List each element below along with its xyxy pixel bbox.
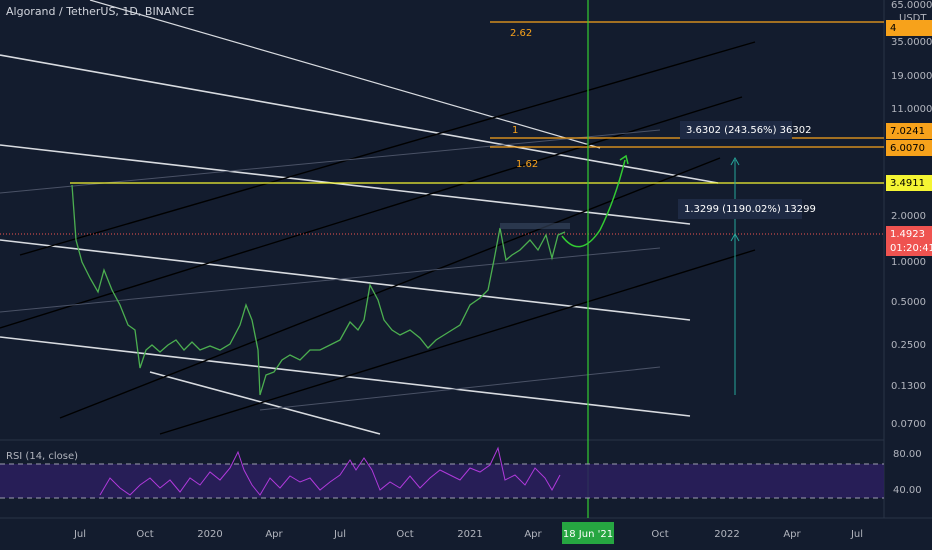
rsi-label: 80.00 bbox=[893, 449, 922, 460]
price-label: 1.0000 bbox=[891, 257, 926, 268]
time-label: Oct bbox=[651, 529, 668, 540]
measure-box bbox=[680, 121, 792, 139]
time-label: Jul bbox=[333, 529, 346, 540]
price-label: 0.5000 bbox=[891, 297, 926, 308]
fib-label: 1 bbox=[512, 125, 518, 136]
price-badge bbox=[886, 240, 932, 256]
time-label: 2020 bbox=[197, 529, 222, 540]
time-label: Apr bbox=[524, 529, 542, 540]
black-channel bbox=[0, 41, 756, 435]
currency: USDT bbox=[899, 13, 927, 24]
white-channel bbox=[0, 0, 719, 435]
price-label: 0.0700 bbox=[891, 419, 926, 430]
time-label: Jul bbox=[73, 529, 86, 540]
rsi-band bbox=[0, 464, 884, 498]
time-label: 2021 bbox=[457, 529, 482, 540]
price-candles bbox=[71, 184, 566, 396]
time-label: 2022 bbox=[714, 529, 739, 540]
rsi-title: RSI (14, close) bbox=[6, 451, 78, 462]
time-label: Oct bbox=[136, 529, 153, 540]
fib-label: 2.62 bbox=[510, 28, 532, 39]
measure-arrows bbox=[730, 156, 740, 242]
price-label: 11.0000 bbox=[891, 104, 932, 115]
measure-label: 1.3299 (1190.02%) 13299 bbox=[684, 204, 816, 215]
price-label: 65.0000 bbox=[891, 0, 932, 11]
forecast-arrow bbox=[561, 159, 626, 248]
price-badge bbox=[886, 226, 932, 242]
range-box bbox=[500, 223, 570, 229]
time-label: Apr bbox=[265, 529, 283, 540]
fib-label: 1.62 bbox=[516, 159, 538, 170]
cursor-badge bbox=[562, 522, 614, 544]
price-label: 0.2500 bbox=[891, 340, 926, 351]
cursor-label: 18 Jun '21 bbox=[563, 529, 613, 540]
rsi-label: 40.00 bbox=[893, 485, 922, 496]
price-badge bbox=[886, 20, 932, 36]
price-badge-label: 01:20:41 bbox=[890, 243, 932, 254]
price-badge bbox=[886, 175, 932, 191]
price-badge-label: 4 bbox=[890, 23, 896, 34]
price-badge bbox=[886, 123, 932, 139]
price-label: 19.0000 bbox=[891, 71, 932, 82]
rsi-line bbox=[99, 446, 561, 496]
price-badge-label: 6.0070 bbox=[890, 143, 925, 154]
symbol-title: Algorand / TetherUS, 1D, BINANCE bbox=[6, 5, 194, 18]
price-label: 0.1300 bbox=[891, 381, 926, 392]
time-label: Oct bbox=[396, 529, 413, 540]
measure-box bbox=[678, 199, 802, 219]
price-badge-label: 1.4923 bbox=[890, 229, 925, 240]
measure-label: 3.6302 (243.56%) 36302 bbox=[686, 125, 811, 136]
price-label: 2.0000 bbox=[891, 211, 926, 222]
price-label: 35.0000 bbox=[891, 37, 932, 48]
time-label: Jul bbox=[850, 529, 863, 540]
price-badge bbox=[886, 140, 932, 156]
arrow-head bbox=[619, 154, 629, 165]
price-badge-label: 7.0241 bbox=[890, 126, 925, 137]
time-label: Apr bbox=[783, 529, 801, 540]
price-badge-label: 3.4911 bbox=[890, 178, 925, 189]
